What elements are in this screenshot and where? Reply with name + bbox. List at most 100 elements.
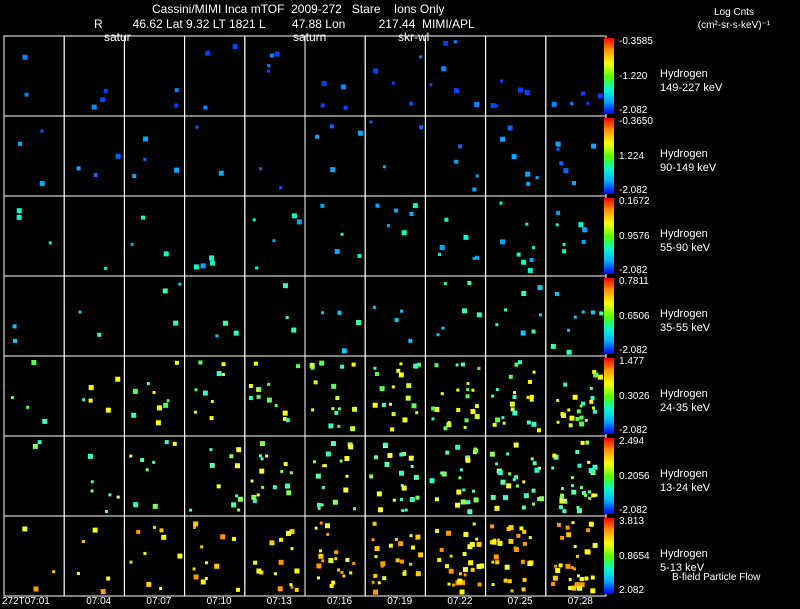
flux-pixel [489,451,495,457]
flux-pixel [369,120,373,124]
flux-pixel [588,496,592,500]
flux-pixel [535,176,539,180]
flux-pixel [369,474,374,479]
flux-pixel [251,494,257,500]
flux-pixel [512,410,518,416]
flux-pixel [452,583,456,587]
flux-pixel [221,373,225,377]
flux-pixel [521,505,526,510]
image-cell [123,195,186,277]
flux-pixel [82,398,86,402]
title-line-1: Cassini/MIMI Inca mTOF 2009-272 Stare Io… [152,2,445,16]
flux-pixel [320,103,325,108]
flux-pixel [159,587,163,591]
flux-pixel [388,543,393,548]
flux-pixel [282,410,288,416]
flux-pixel [580,91,585,96]
energy-range: 149-227 keV [660,82,723,94]
flux-pixel [539,496,545,502]
flux-pixel [472,522,476,526]
flux-pixel [104,266,108,270]
flux-pixel [461,362,466,367]
flux-pixel [416,362,421,367]
body-label-saturn: saturn [293,30,327,44]
species-label: Hydrogen 5-13 keV [660,547,708,575]
flux-pixel [161,534,167,540]
flux-pixel [328,558,334,564]
image-cell [3,355,65,437]
flux-pixel [579,404,583,408]
colorbar-max: -0.3585 [619,36,653,47]
image-cell [3,275,65,357]
flux-pixel [401,509,405,513]
time-tick: 272T07:01 [2,596,50,607]
flux-pixel [516,533,521,538]
flux-pixel [558,563,563,568]
flux-pixel [476,563,482,569]
flux-pixel [584,576,589,581]
flux-pixel [441,326,445,330]
colorbar [604,518,614,594]
flux-pixel [233,330,239,336]
image-cell [424,195,487,277]
colorbar [604,118,614,194]
flux-pixel [573,544,577,548]
flux-pixel [563,168,569,174]
flux-pixel [209,462,215,468]
flux-pixel [524,89,530,95]
species-name: Hydrogen [660,388,708,400]
flux-pixel [594,493,598,497]
flux-pixel [330,441,336,447]
flux-pixel [216,371,222,377]
flux-pixel [463,426,467,430]
flux-pixel [237,496,243,502]
flux-pixel [477,582,482,587]
flux-pixel [532,502,536,506]
flux-pixel [577,463,582,468]
flux-pixel [344,456,350,462]
flux-pixel [467,281,472,286]
flux-pixel [259,468,265,474]
flux-pixel [441,471,447,477]
colorbar [604,198,614,274]
flux-pixel [527,267,533,273]
flux-pixel [202,390,208,396]
image-cell [545,195,607,277]
colorbar [604,358,614,434]
species-name: Hydrogen [660,308,708,320]
flux-pixel [453,40,457,44]
image-cell [123,355,186,437]
image-cell [123,115,186,197]
flux-pixel [48,241,52,245]
flux-pixel [455,444,461,450]
flux-pixel [568,585,573,590]
flux-pixel [436,333,440,337]
flux-pixel [236,587,241,592]
flux-pixel [277,586,283,592]
colorbar-mid: 0.6506 [619,311,650,322]
flux-pixel [374,372,379,377]
flux-pixel [159,528,164,533]
flux-pixel [490,494,496,500]
flux-pixel [328,423,334,429]
flux-pixel [194,410,198,414]
flux-pixel [591,493,596,498]
flux-pixel [289,471,293,475]
flux-pixel [429,83,433,87]
flux-pixel [491,583,495,587]
time-tick: 07:19 [387,596,413,607]
flux-pixel [574,582,580,588]
flux-pixel [559,498,565,504]
flux-pixel [405,395,411,401]
flux-pixel [525,171,531,177]
flux-pixel [466,500,471,505]
flux-pixel [402,451,407,456]
flux-pixel [209,260,215,266]
colorbar-max: 1.477 [619,356,645,367]
flux-pixel [453,88,459,94]
flux-pixel [506,483,512,489]
flux-pixel [163,251,169,257]
flux-pixel [337,310,342,315]
flux-pixel [568,423,573,428]
flux-pixel [504,564,510,570]
